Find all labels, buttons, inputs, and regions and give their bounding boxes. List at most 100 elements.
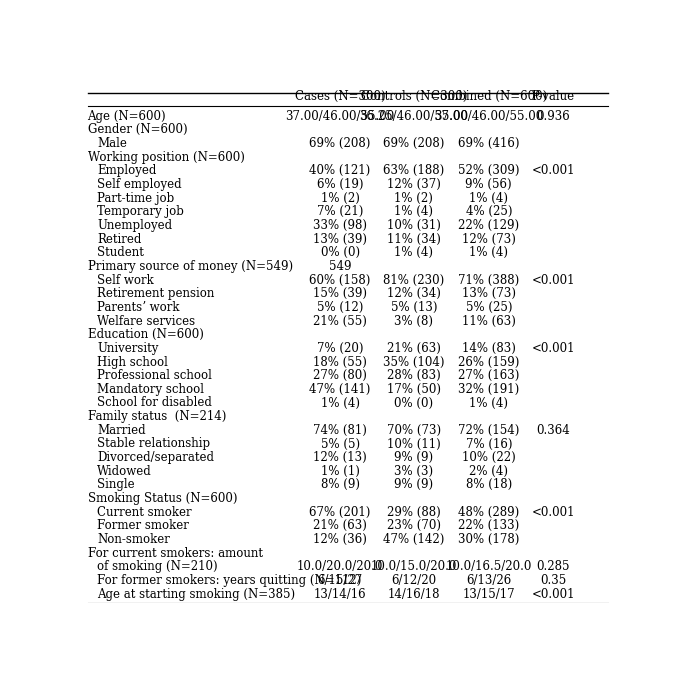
Text: 63% (188): 63% (188) [383,165,444,177]
Text: Employed: Employed [97,165,156,177]
Text: 69% (208): 69% (208) [383,137,445,150]
Text: 70% (73): 70% (73) [387,424,441,437]
Text: Divorced/separated: Divorced/separated [97,451,214,464]
Text: 6/13/26: 6/13/26 [466,574,511,587]
Text: 40% (121): 40% (121) [310,165,371,177]
Text: Non-smoker: Non-smoker [97,533,170,546]
Text: 69% (208): 69% (208) [310,137,371,150]
Text: 5% (13): 5% (13) [390,301,437,314]
Text: 22% (133): 22% (133) [458,519,519,532]
Text: 5% (25): 5% (25) [466,301,512,314]
Text: Combined (N=600): Combined (N=600) [430,90,547,104]
Text: 12% (37): 12% (37) [387,178,441,191]
Text: Primary source of money (N=549): Primary source of money (N=549) [88,260,293,273]
Text: 11% (63): 11% (63) [462,315,515,328]
Text: 9% (9): 9% (9) [394,479,433,492]
Text: 3% (3): 3% (3) [394,465,433,478]
Text: Married: Married [97,424,145,437]
Text: 17% (50): 17% (50) [387,383,441,396]
Text: 1% (2): 1% (2) [320,192,360,204]
Text: of smoking (N=210): of smoking (N=210) [97,561,217,573]
Text: <0.001: <0.001 [532,506,575,519]
Text: 52% (309): 52% (309) [458,165,519,177]
Text: 81% (230): 81% (230) [383,274,444,286]
Text: 0.285: 0.285 [536,561,570,573]
Text: 15% (39): 15% (39) [313,287,367,300]
Text: 9% (56): 9% (56) [465,178,512,191]
Text: 2% (4): 2% (4) [469,465,509,478]
Text: Current smoker: Current smoker [97,506,191,519]
Text: 1% (4): 1% (4) [469,192,509,204]
Text: Working position (N=600): Working position (N=600) [88,151,244,164]
Text: Smoking Status (N=600): Smoking Status (N=600) [88,492,237,505]
Text: <0.001: <0.001 [532,165,575,177]
Text: 21% (55): 21% (55) [313,315,367,328]
Text: 1% (1): 1% (1) [320,465,360,478]
Text: Single: Single [97,479,134,492]
Text: Controls (N=300): Controls (N=300) [361,90,467,104]
Text: Family status  (N=214): Family status (N=214) [88,410,226,423]
Text: 8% (9): 8% (9) [320,479,360,492]
Text: 7% (20): 7% (20) [317,342,363,355]
Text: 72% (154): 72% (154) [458,424,519,437]
Text: 18% (55): 18% (55) [313,355,367,368]
Text: Student: Student [97,246,144,259]
Text: 10% (11): 10% (11) [387,437,441,450]
Text: 22% (129): 22% (129) [458,219,519,232]
Text: 5% (5): 5% (5) [320,437,360,450]
Text: Age at starting smoking (N=385): Age at starting smoking (N=385) [97,588,295,600]
Text: Part-time job: Part-time job [97,192,175,204]
Text: Stable relationship: Stable relationship [97,437,210,450]
Text: 10% (31): 10% (31) [387,219,441,232]
Text: 0% (0): 0% (0) [394,397,433,410]
Text: 36.25/46.00/55.00: 36.25/46.00/55.00 [359,110,469,123]
Text: 1% (4): 1% (4) [320,397,360,410]
Text: 6/15/27: 6/15/27 [318,574,363,587]
Text: 14% (83): 14% (83) [462,342,515,355]
Text: 7% (16): 7% (16) [466,437,512,450]
Text: 30% (178): 30% (178) [458,533,519,546]
Text: 47% (141): 47% (141) [310,383,371,396]
Text: 5% (12): 5% (12) [317,301,363,314]
Text: 13/14/16: 13/14/16 [314,588,367,600]
Text: 3% (8): 3% (8) [394,315,433,328]
Text: Widowed: Widowed [97,465,151,478]
Text: 1% (4): 1% (4) [469,246,509,259]
Text: School for disabled: School for disabled [97,397,212,410]
Text: 1% (4): 1% (4) [394,205,433,218]
Text: 32% (191): 32% (191) [458,383,519,396]
Text: University: University [97,342,158,355]
Text: For former smokers: years quitting (N=112): For former smokers: years quitting (N=11… [97,574,361,587]
Text: 14/16/18: 14/16/18 [388,588,440,600]
Text: 26% (159): 26% (159) [458,355,519,368]
Text: 12% (13): 12% (13) [313,451,367,464]
Text: 13/15/17: 13/15/17 [462,588,515,600]
Text: <0.001: <0.001 [532,588,575,600]
Text: Cases (N=300): Cases (N=300) [295,90,386,104]
Text: 27% (80): 27% (80) [313,369,367,382]
Text: Parentsʼ work: Parentsʼ work [97,301,179,314]
Text: 7% (21): 7% (21) [317,205,363,218]
Text: 12% (73): 12% (73) [462,233,515,246]
Text: 37.00/46.00/55.00: 37.00/46.00/55.00 [285,110,394,123]
Text: 13% (39): 13% (39) [313,233,367,246]
Text: Self employed: Self employed [97,178,181,191]
Text: 6% (19): 6% (19) [317,178,363,191]
Text: 60% (158): 60% (158) [310,274,371,286]
Text: 549: 549 [329,260,351,273]
Text: P-value: P-value [532,90,575,104]
Text: For current smokers: amount: For current smokers: amount [88,547,263,560]
Text: 0.364: 0.364 [536,424,570,437]
Text: High school: High school [97,355,168,368]
Text: 1% (4): 1% (4) [469,397,509,410]
Text: <0.001: <0.001 [532,342,575,355]
Text: 28% (83): 28% (83) [387,369,441,382]
Text: 23% (70): 23% (70) [387,519,441,532]
Text: 27% (163): 27% (163) [458,369,519,382]
Text: Former smoker: Former smoker [97,519,189,532]
Text: 9% (9): 9% (9) [394,451,433,464]
Text: 10.0/15.0/20.0: 10.0/15.0/20.0 [371,561,457,573]
Text: 12% (36): 12% (36) [313,533,367,546]
Text: 8% (18): 8% (18) [466,479,512,492]
Text: 37.00/46.00/55.00: 37.00/46.00/55.00 [434,110,543,123]
